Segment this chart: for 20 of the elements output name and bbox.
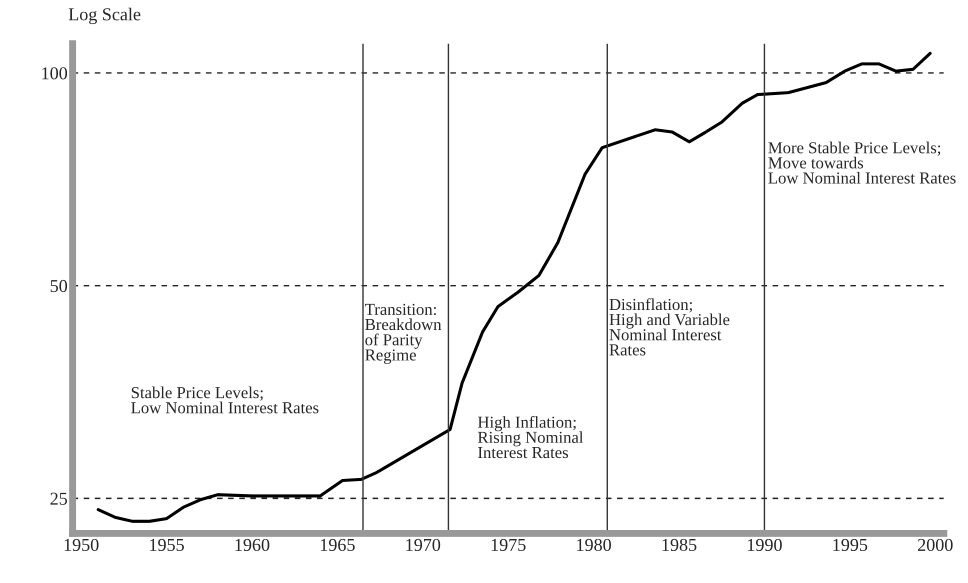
x-tick-label: 2000 xyxy=(918,538,953,552)
x-tick-label: 1950 xyxy=(64,538,99,552)
y-tick-label: 100 xyxy=(42,67,68,80)
annotation: Disinflation; High and Variable Nominal Interest Rates xyxy=(609,298,730,356)
y-tick-label: 25 xyxy=(50,492,68,505)
x-tick-label: 1970 xyxy=(406,538,440,552)
annotation: High Inflation; Rising Nominal Interest Rates xyxy=(478,416,584,458)
x-tick-label: 1975 xyxy=(492,538,526,552)
x-tick-label: 1955 xyxy=(150,538,184,552)
y-tick-label: 50 xyxy=(50,280,68,292)
y-axis-title: Log Scale xyxy=(68,8,140,24)
x-tick-label: 1960 xyxy=(235,538,270,552)
x-tick-label: 1990 xyxy=(748,538,782,552)
x-tick-label: 1995 xyxy=(833,538,868,552)
annotation: More Stable Price Levels; Move towards Low Nominal Interest Rates xyxy=(768,142,956,184)
x-tick-label: 1965 xyxy=(320,538,355,552)
x-tick-label: 1980 xyxy=(577,538,611,552)
x-tick-label: 1985 xyxy=(662,538,696,552)
annotation: Stable Price Levels; Low Nominal Interest Rates xyxy=(131,386,318,414)
annotation: Transition: Breakdown of Parity Regime xyxy=(365,304,442,364)
